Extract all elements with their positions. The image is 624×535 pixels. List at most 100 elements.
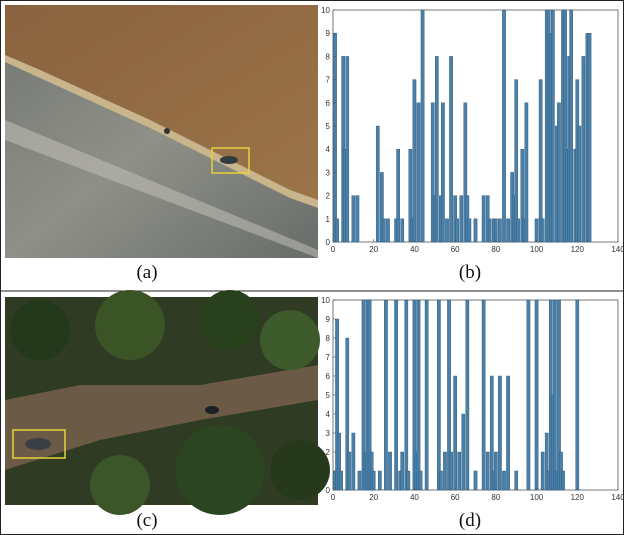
y-tick-label: 1 [326, 467, 331, 476]
bar [340, 471, 343, 490]
bar [437, 300, 440, 490]
bar [494, 219, 497, 242]
bar [570, 10, 573, 242]
bar [502, 471, 505, 490]
bar [346, 56, 349, 242]
bar [421, 10, 424, 242]
bar [588, 33, 591, 242]
bar [515, 80, 518, 242]
bar [413, 80, 416, 242]
x-tick-label: 120 [571, 493, 585, 502]
bar [482, 300, 485, 490]
y-tick-label: 7 [326, 353, 331, 362]
bar [382, 219, 385, 242]
caption: (b) [459, 262, 481, 283]
bar [517, 219, 520, 242]
y-tick-label: 9 [326, 29, 331, 38]
y-tick-label: 2 [326, 192, 331, 201]
figure: (a) (b) (c) (d) 012345678910020406080100… [0, 0, 624, 535]
bar [417, 300, 420, 490]
x-tick-label: 0 [331, 245, 336, 254]
bar [535, 219, 538, 242]
bar [439, 471, 442, 490]
x-tick-label: 20 [369, 245, 378, 254]
bar [445, 219, 448, 242]
bar [358, 471, 361, 490]
bar [443, 452, 446, 490]
bar [441, 103, 444, 242]
bar [553, 300, 556, 490]
bar [468, 219, 471, 242]
bar [466, 300, 469, 490]
bar [419, 471, 422, 490]
bar [576, 300, 579, 490]
bar [557, 103, 560, 242]
bar [561, 471, 564, 490]
bar [527, 300, 530, 490]
bar [417, 103, 420, 242]
bar [356, 196, 359, 242]
bar [456, 219, 459, 242]
y-tick-label: 4 [326, 145, 331, 154]
y-tick-label: 10 [321, 296, 330, 305]
x-tick-label: 120 [571, 245, 585, 254]
bar [449, 452, 452, 490]
caption: (a) [136, 262, 157, 283]
y-tick-label: 7 [326, 76, 331, 85]
bar [578, 126, 581, 242]
bar [352, 196, 355, 242]
x-tick-label: 100 [530, 493, 544, 502]
x-tick-label: 80 [491, 245, 500, 254]
bar [352, 433, 355, 490]
y-tick-label: 1 [326, 215, 331, 224]
bar [388, 452, 391, 490]
aerial-image-a [5, 5, 318, 258]
bar [474, 219, 477, 242]
bar [449, 56, 452, 242]
bar [401, 219, 404, 242]
bar [333, 33, 336, 242]
x-tick-label: 60 [451, 493, 460, 502]
bar [539, 80, 542, 242]
bar [535, 300, 538, 490]
y-tick-label: 6 [326, 372, 331, 381]
x-tick-label: 40 [410, 245, 419, 254]
bar [482, 196, 485, 242]
caption: (d) [459, 510, 481, 531]
bar [506, 376, 509, 490]
bar [335, 219, 338, 242]
x-tick-label: 140 [611, 245, 624, 254]
x-tick-label: 80 [491, 493, 500, 502]
bar [394, 300, 397, 490]
bar [541, 452, 544, 490]
y-tick-label: 10 [321, 6, 330, 15]
y-tick-label: 8 [326, 52, 331, 61]
bar [458, 452, 461, 490]
bar [384, 300, 387, 490]
aerial-image-c [5, 290, 330, 515]
x-tick-label: 0 [331, 493, 336, 502]
y-tick-label: 6 [326, 99, 331, 108]
bar [488, 219, 491, 242]
y-tick-label: 9 [326, 315, 331, 324]
bar [502, 10, 505, 242]
x-tick-label: 40 [410, 493, 419, 502]
bar [486, 452, 489, 490]
bar [401, 452, 404, 490]
bar [541, 219, 544, 242]
x-tick-label: 140 [611, 493, 624, 502]
bar [506, 219, 509, 242]
bar [525, 103, 528, 242]
x-tick-label: 20 [369, 493, 378, 502]
y-tick-label: 5 [326, 122, 331, 131]
y-tick-label: 2 [326, 448, 331, 457]
bar [460, 196, 463, 242]
caption: (c) [136, 510, 157, 531]
bar [348, 452, 351, 490]
x-tick-label: 100 [530, 245, 544, 254]
y-tick-label: 5 [326, 391, 331, 400]
bar [376, 126, 379, 242]
bar [386, 219, 389, 242]
y-tick-label: 3 [326, 168, 331, 177]
bar [397, 149, 400, 242]
